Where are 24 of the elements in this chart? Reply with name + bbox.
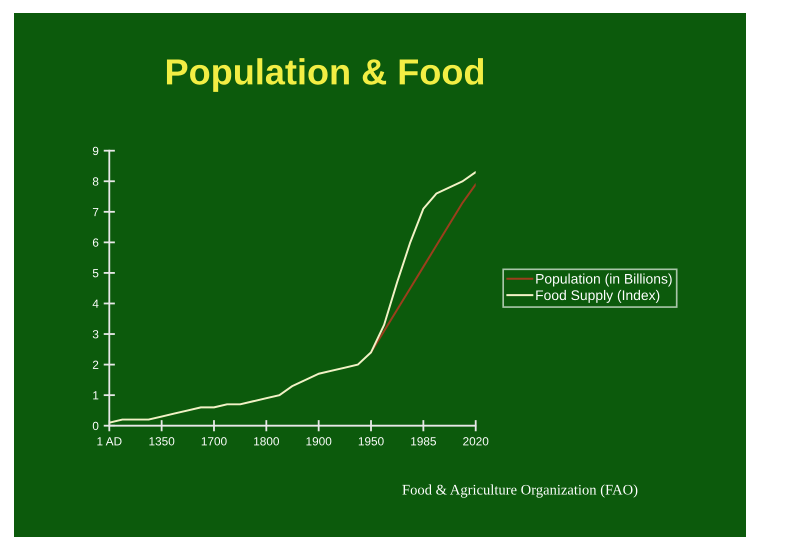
x-tick-label: 1350 <box>149 437 174 446</box>
y-tick-label: 5 <box>92 269 98 278</box>
x-tick-label: 1985 <box>411 437 436 446</box>
line-series <box>370 183 476 354</box>
y-tick-label: 8 <box>92 177 98 186</box>
y-tick-label: 7 <box>92 208 98 216</box>
chart-title: Population & Food <box>166 58 484 92</box>
line-series <box>109 171 476 424</box>
x-tick-label: 2020 <box>463 437 488 446</box>
y-tick-label: 9 <box>92 146 98 156</box>
x-tick-label: 1 AD <box>97 437 122 446</box>
y-tick-label: 2 <box>92 360 98 369</box>
x-tick-label: 1700 <box>202 437 227 446</box>
legend-label: Food Supply (Index) <box>536 290 660 303</box>
y-tick-label: 0 <box>92 422 98 430</box>
y-tick-label: 3 <box>92 330 98 338</box>
y-tick-label: 6 <box>92 238 98 247</box>
y-tick-label: 4 <box>92 300 99 308</box>
text: Food & Agriculture Organization (FAO) <box>402 484 638 498</box>
legend-label: Population (in Billions) <box>536 274 672 286</box>
x-tick-label: 1800 <box>254 437 279 446</box>
y-tick-label: 1 <box>93 391 98 400</box>
x-tick-label: 1900 <box>306 437 332 446</box>
x-tick-label: 1950 <box>358 437 384 446</box>
